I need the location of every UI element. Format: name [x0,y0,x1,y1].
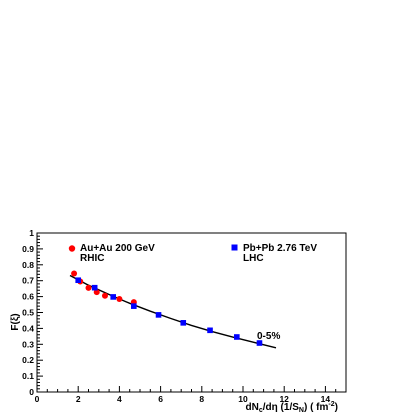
data-point-rhic [101,292,108,299]
y-tick-label: 0.9 [22,244,34,254]
data-point-lhc [207,327,213,334]
x-tick-label: 2 [76,394,81,404]
y-tick-label: 0.7 [22,276,34,286]
y-tick-label: 0.1 [22,371,34,381]
y-tick-label: 1 [29,228,34,238]
data-point-lhc [131,303,137,309]
legend-label-lhc-line2: LHC [243,253,264,264]
y-tick-label: 0.2 [22,355,34,365]
x-tick-label: 8 [199,394,204,404]
x-tick-label: 10 [238,394,248,404]
x-tick-label: 0 [35,394,40,404]
data-point-lhc [75,277,81,284]
legend-label-rhic-line2: RHIC [80,253,104,264]
fit-curve [69,274,277,349]
y-tick-label: 0.8 [22,260,34,270]
y-tick-label: 0 [29,387,34,397]
data-point-lhc [234,334,240,340]
legend-label-rhic-line1: Au+Au 200 GeV [80,243,155,254]
x-tick-label: 6 [158,394,163,404]
data-point-lhc [91,284,98,291]
data-point-rhic [85,284,92,291]
legend-marker-rhic [68,245,76,252]
data-point-lhc [155,312,162,318]
x-axis-title: dNc/dη (1/SN) ( fm-2) [246,401,338,414]
data-point-lhc [110,294,117,300]
x-tick-label: 12 [279,394,289,404]
data-point-lhc [180,320,187,326]
x-tick-label: 4 [117,394,122,404]
y-tick-label: 0.5 [22,308,34,318]
y-tick-label: 0.3 [22,339,34,349]
legend-label-lhc-line1: Pb+Pb 2.76 TeV [243,243,317,254]
data-point-rhic [93,289,100,296]
x-tick-label: 14 [321,394,331,404]
centrality-annotation: 0-5% [257,331,280,342]
y-tick-label: 0.6 [22,292,34,302]
y-tick-label: 0.4 [22,323,34,333]
data-point-rhic [71,270,78,277]
data-point-rhic [116,295,123,302]
legend-marker-lhc [231,244,238,251]
y-axis-title: F(ξ) [10,313,21,330]
data-point-lhc [256,340,263,346]
